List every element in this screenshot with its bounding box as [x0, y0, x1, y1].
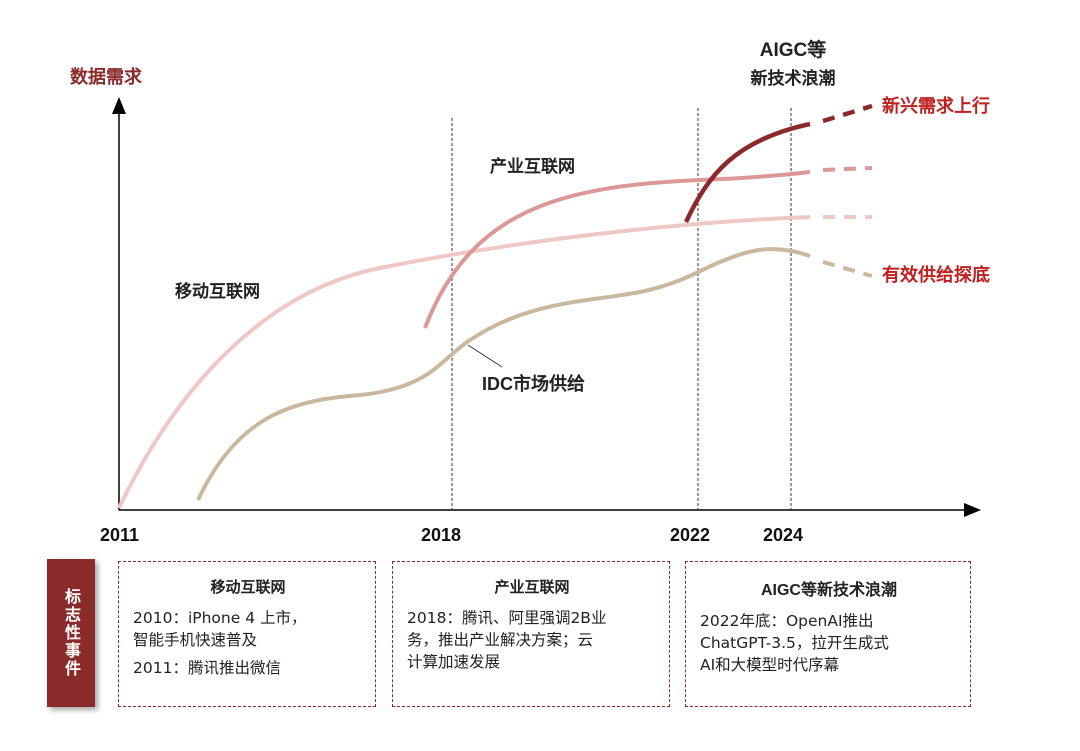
year-label-2022: 2022: [670, 525, 710, 545]
curve-idc-supply: [196, 247, 811, 501]
event-text: 2010：iPhone 4 上市， 智能手机快速普及: [133, 609, 307, 649]
y-axis-arrow-icon: [112, 97, 126, 114]
chart-area: 数据需求 AIGC等 新技术浪潮 新兴需求上行 产业互联网 有效供给探底 移动互…: [70, 38, 990, 545]
milestone-events-label: 标志性事件: [47, 559, 95, 707]
curve-industrial-internet-projection: [822, 166, 873, 172]
event-box-title: 产业互联网: [494, 578, 570, 596]
event-text: 2018：腾讯、阿里强调2B业 务，推出产业解决方案；云 计算加速发展: [407, 609, 607, 671]
idc-supply-label: IDC市场供给: [482, 373, 585, 394]
curve-mobile-internet: [117, 215, 811, 509]
x-axis-arrow-icon: [964, 503, 981, 517]
event-box-aigc: AIGC等新技术浪潮 2022年底：OpenAI推出 ChatGPT-3.5，拉…: [685, 561, 971, 707]
industrial-internet-label: 产业互联网: [490, 156, 575, 177]
aigc-label-line2: 新技术浪潮: [751, 68, 836, 89]
curve-industrial-internet: [423, 170, 811, 329]
year-label-2018: 2018: [421, 525, 461, 545]
event-box-title: AIGC等新技术浪潮: [760, 582, 897, 599]
supply-bottom-label: 有效供给探底: [882, 264, 990, 286]
event-box-title: 移动互联网: [210, 578, 286, 596]
event-box-mobile-internet: 移动互联网 2010：iPhone 4 上市， 智能手机快速普及 2011：腾讯…: [118, 561, 376, 707]
curve-idc-supply-projection: [822, 260, 873, 278]
aigc-label-line1: AIGC等: [760, 38, 827, 61]
demand-up-label: 新兴需求上行: [882, 95, 990, 117]
idc-leader-line: [467, 344, 503, 368]
year-label-2024: 2024: [763, 525, 803, 545]
curve-aigc-projection: [822, 103, 873, 124]
event-box-industrial-internet: 产业互联网 2018：腾讯、阿里强调2B业 务，推出产业解决方案；云 计算加速发…: [392, 561, 670, 707]
curve-aigc: [683, 121, 811, 223]
y-axis-label: 数据需求: [70, 66, 143, 88]
event-text: 2011：腾讯推出微信: [133, 659, 281, 677]
mobile-internet-label: 移动互联网: [175, 281, 260, 302]
event-text: 2022年底：OpenAI推出 ChatGPT-3.5，拉开生成式 AI和大模型…: [700, 612, 889, 674]
year-label-2011: 2011: [100, 525, 139, 545]
